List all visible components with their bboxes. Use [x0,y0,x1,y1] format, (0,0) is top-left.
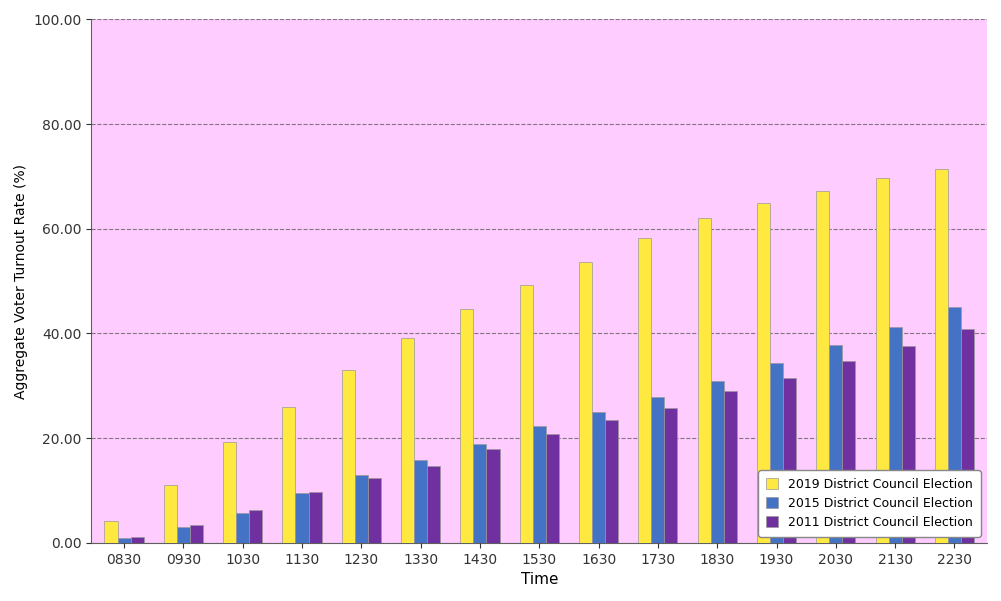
Bar [652,397,665,543]
Legend: 2019 District Council Election, 2015 District Council Election, 2011 District Co: 2019 District Council Election, 2015 Dis… [759,470,981,537]
X-axis label: Time: Time [521,572,558,587]
Bar [308,492,321,543]
Bar [829,346,843,543]
Bar [757,203,770,543]
Bar [579,262,592,543]
Bar [401,338,414,543]
Bar [935,168,948,543]
Bar [473,444,486,543]
Bar [948,307,961,543]
Bar [546,434,559,543]
Bar [592,412,606,543]
Bar [354,475,367,543]
Bar [533,426,546,543]
Bar [130,537,143,543]
Bar [236,513,249,543]
Y-axis label: Aggregate Voter Turnout Rate (%): Aggregate Voter Turnout Rate (%) [14,163,28,398]
Bar [665,408,678,543]
Bar [606,420,619,543]
Bar [164,485,177,543]
Bar [282,407,295,543]
Bar [177,527,190,543]
Bar [104,521,117,543]
Bar [816,191,829,543]
Bar [295,493,308,543]
Bar [902,346,915,543]
Bar [341,370,354,543]
Bar [460,310,473,543]
Bar [117,538,130,543]
Bar [249,510,262,543]
Bar [427,466,440,543]
Bar [520,285,533,543]
Bar [711,380,724,543]
Bar [724,391,737,543]
Bar [639,238,652,543]
Bar [486,448,499,543]
Bar [414,460,427,543]
Bar [91,19,987,543]
Bar [698,218,711,543]
Bar [876,178,889,543]
Bar [889,327,902,543]
Bar [783,378,796,543]
Bar [770,363,783,543]
Bar [367,478,381,543]
Bar [223,442,236,543]
Bar [190,525,203,543]
Bar [961,329,974,543]
Bar [843,361,856,543]
